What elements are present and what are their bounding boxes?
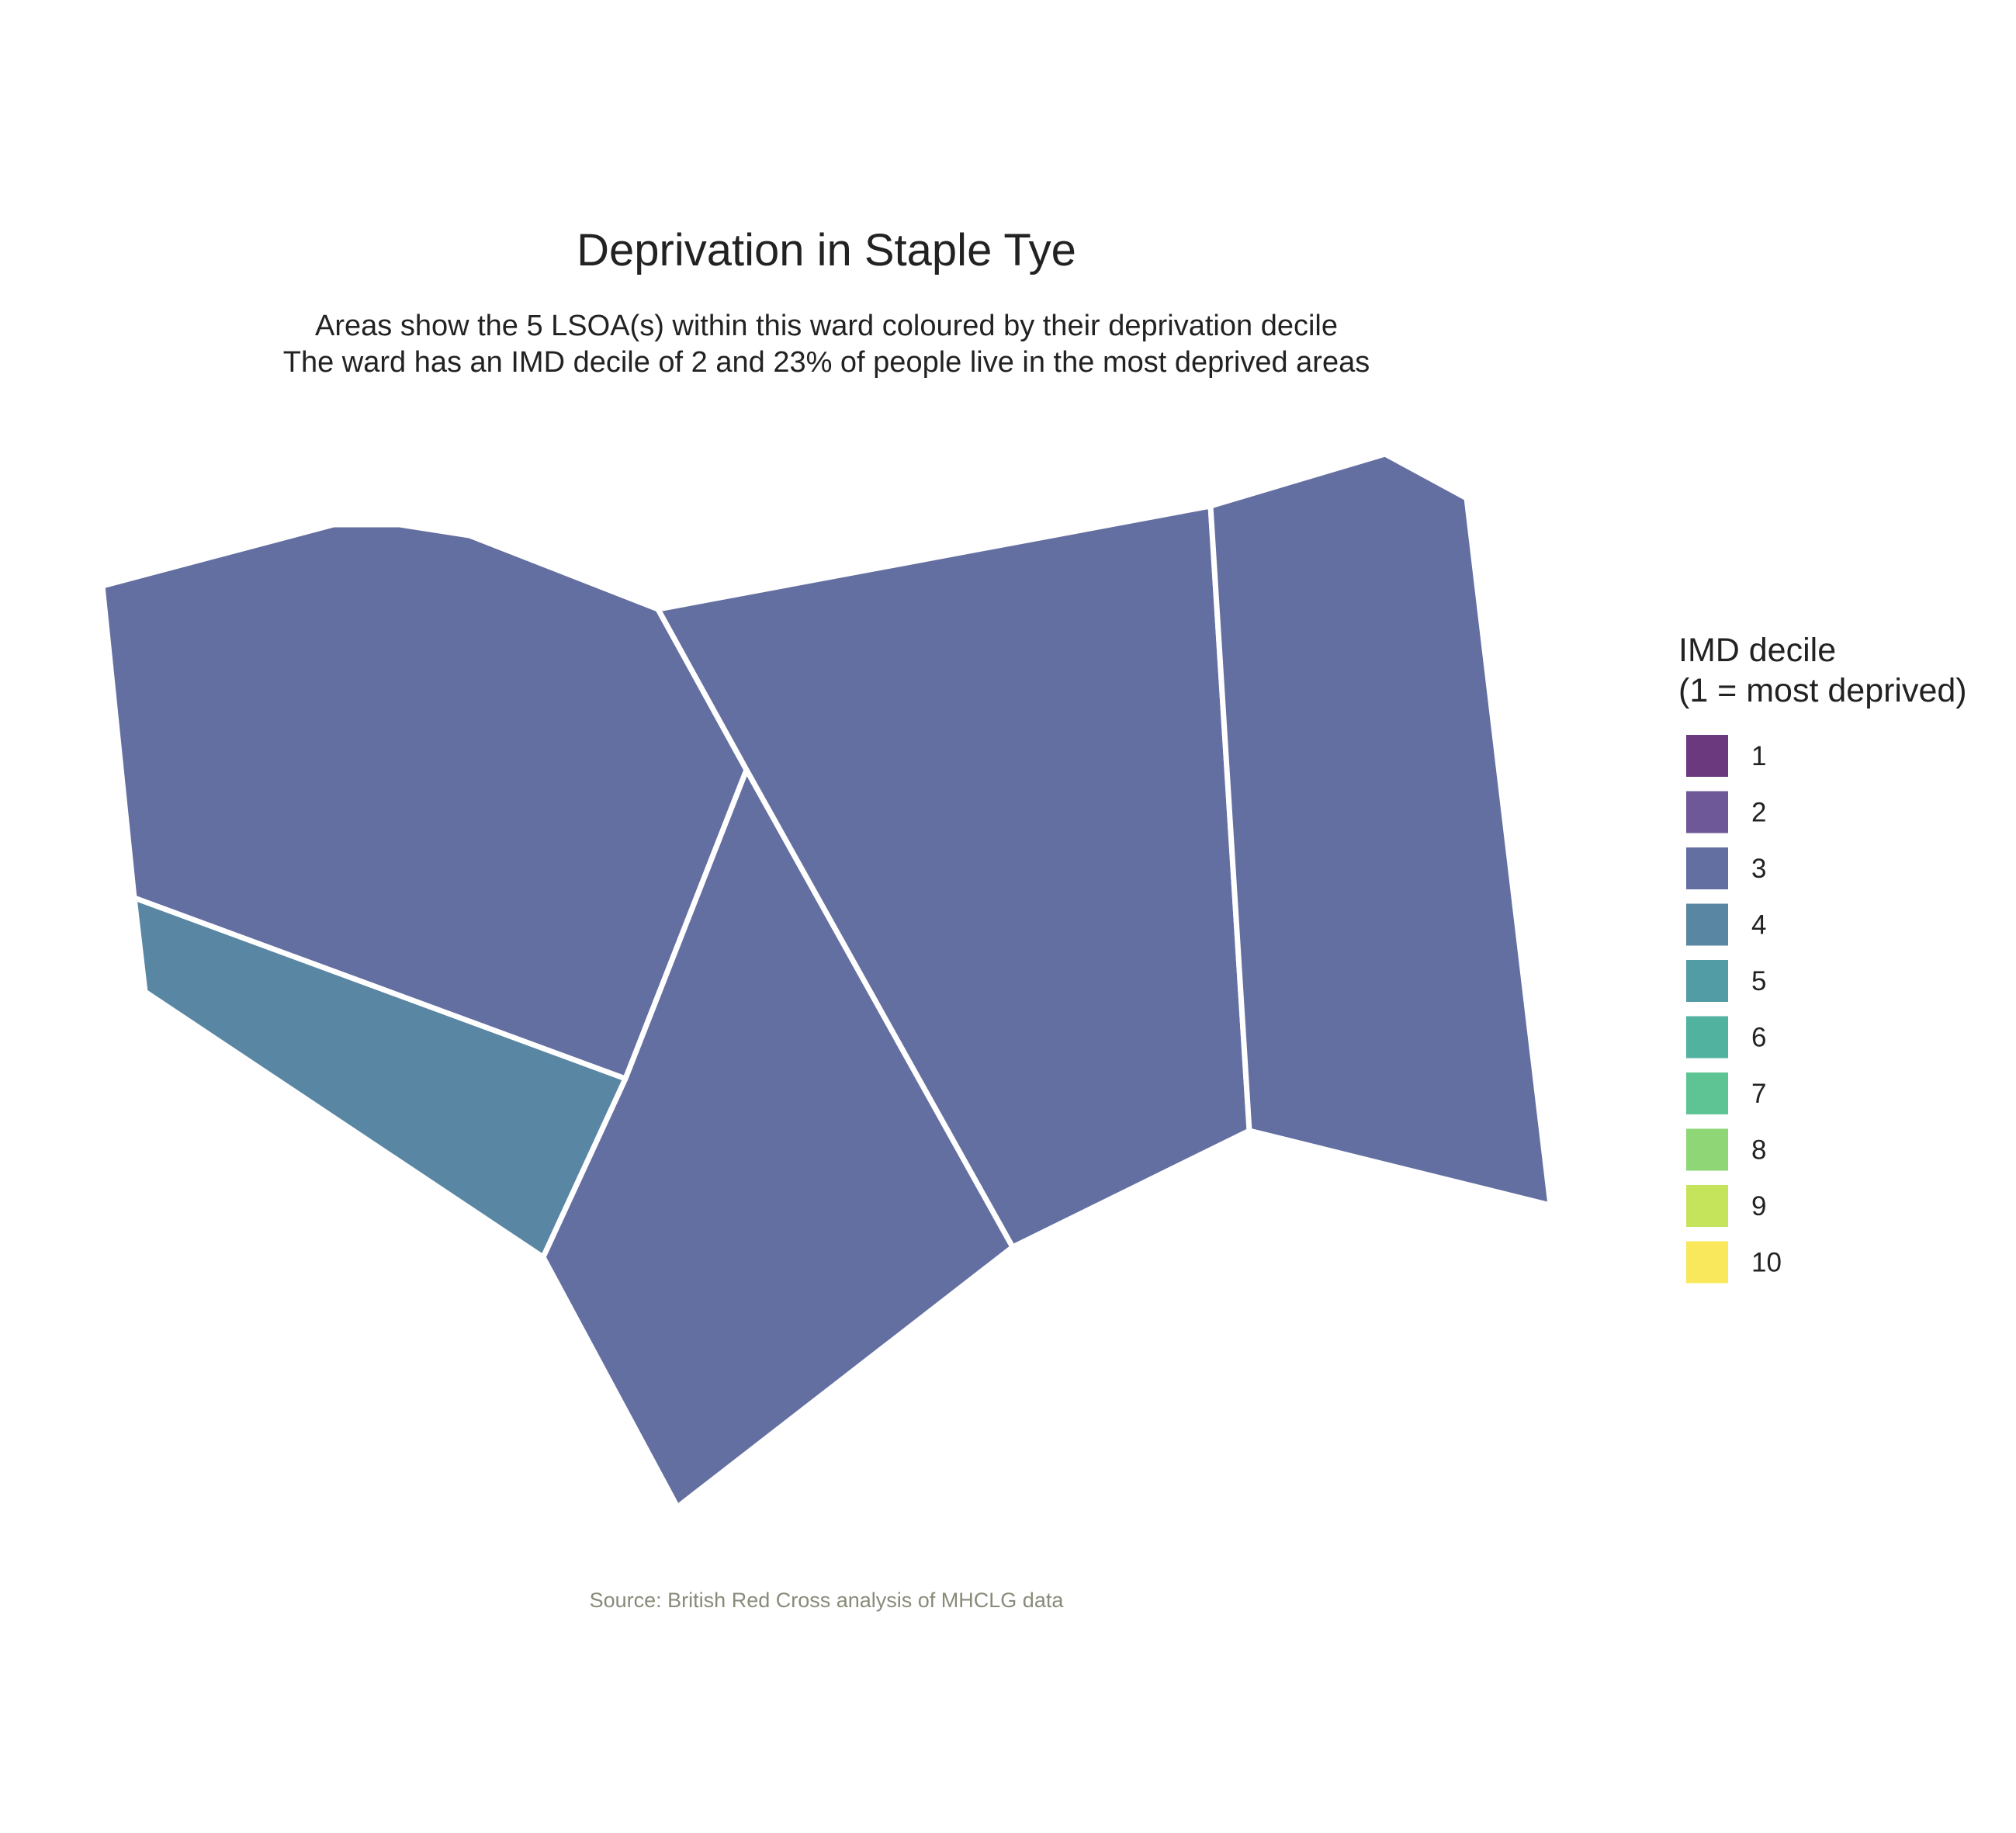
legend-label-10: 10 bbox=[1751, 1248, 1782, 1278]
legend-label-3: 3 bbox=[1751, 854, 1766, 884]
legend-label-6: 6 bbox=[1751, 1023, 1766, 1053]
legend-title-line-2: (1 = most deprived) bbox=[1678, 672, 1967, 709]
legend: IMD decile (1 = most deprived) 1 2 3 4 5 6 7 8 9… bbox=[1678, 632, 1967, 1284]
legend-label-4: 4 bbox=[1751, 910, 1766, 941]
legend-swatch-7 bbox=[1686, 1072, 1728, 1114]
legend-swatch-3 bbox=[1686, 847, 1728, 889]
legend-items: 1 2 3 4 5 6 7 8 9 10 bbox=[1686, 735, 1782, 1284]
lsoa-area-central bbox=[655, 503, 1252, 1250]
lsoa-areas bbox=[99, 451, 1554, 1510]
legend-swatch-2 bbox=[1686, 791, 1728, 833]
map-caption: Source: British Red Cross analysis of MH… bbox=[590, 1589, 1065, 1612]
legend-swatch-8 bbox=[1686, 1128, 1728, 1171]
map-title: Deprivation in Staple Tye bbox=[577, 225, 1076, 275]
legend-label-1: 1 bbox=[1751, 741, 1766, 771]
legend-swatch-5 bbox=[1686, 960, 1728, 1002]
legend-title-line-1: IMD decile bbox=[1678, 632, 1836, 669]
legend-label-8: 8 bbox=[1751, 1135, 1766, 1166]
legend-label-9: 9 bbox=[1751, 1191, 1766, 1221]
legend-swatch-1 bbox=[1686, 735, 1728, 777]
legend-label-2: 2 bbox=[1751, 798, 1766, 828]
legend-swatch-6 bbox=[1686, 1016, 1728, 1059]
map-subtitle-line-1: Areas show the 5 LSOA(s) within this war… bbox=[315, 310, 1338, 342]
legend-label-5: 5 bbox=[1751, 966, 1766, 996]
legend-label-7: 7 bbox=[1751, 1079, 1766, 1109]
map-subtitle-line-2: The ward has an IMD decile of 2 and 23% … bbox=[283, 346, 1370, 379]
legend-swatch-9 bbox=[1686, 1185, 1728, 1227]
lsoa-area-east bbox=[1207, 451, 1554, 1208]
legend-swatch-10 bbox=[1686, 1241, 1728, 1284]
legend-swatch-4 bbox=[1686, 903, 1728, 946]
